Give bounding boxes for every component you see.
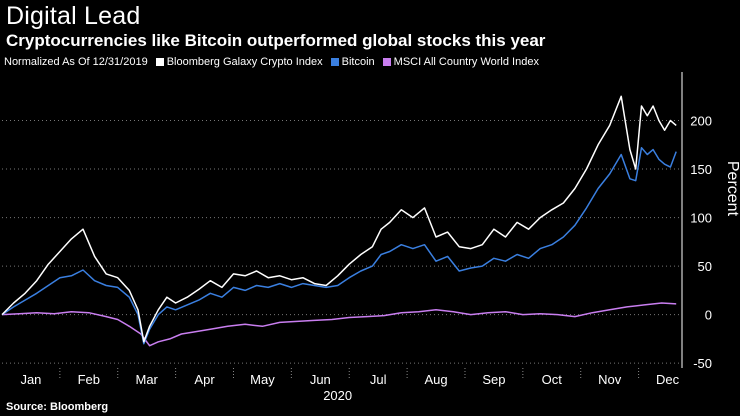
x-tick-label: May: [250, 372, 275, 387]
x-tick-label: Apr: [194, 372, 215, 387]
y-tick-label: 150: [690, 162, 712, 177]
x-tick-label: Dec: [656, 372, 680, 387]
legend-item-bitcoin: Bitcoin: [330, 56, 375, 68]
series-line-bitcoin: [1, 146, 677, 345]
x-axis-ticks: Jan Feb Mar Apr May Jun Jul Aug Sep Oct Nov Dec: [20, 372, 679, 387]
chart-subtitle: Cryptocurrencies like Bitcoin outperform…: [6, 31, 546, 50]
x-tick-label: Nov: [598, 372, 622, 387]
x-tick-label: Jun: [310, 372, 331, 387]
x-tick-label: Oct: [542, 372, 563, 387]
gridlines: [2, 72, 683, 378]
x-tick-label: Sep: [482, 372, 505, 387]
x-tick-label: Feb: [78, 372, 100, 387]
series-line-crypto-index: [1, 95, 677, 343]
legend-item-crypto-index: Bloomberg Galaxy Crypto Index: [155, 56, 323, 68]
legend-item-msci: MSCI All Country World Index: [382, 56, 539, 68]
x-tick-label: Jul: [370, 372, 387, 387]
x-tick-label: Mar: [135, 372, 158, 387]
legend-note: Normalized As Of 12/31/2019: [4, 56, 148, 68]
x-tick-label: Aug: [424, 372, 447, 387]
legend-label-msci: MSCI All Country World Index: [393, 56, 539, 68]
y-tick-label: 0: [705, 308, 712, 323]
y-tick-label: 50: [698, 259, 712, 274]
y-tick-label: -50: [693, 356, 712, 371]
y-tick-label: 100: [690, 211, 712, 226]
legend-swatch-crypto-index: [155, 58, 164, 66]
series-lines: [1, 95, 677, 347]
chart-title: Digital Lead: [6, 2, 141, 30]
x-axis-year-label: 2020: [323, 388, 352, 403]
legend-label-bitcoin: Bitcoin: [341, 56, 375, 68]
y-axis-title: Percent: [724, 161, 740, 217]
legend-label-crypto-index: Bloomberg Galaxy Crypto Index: [166, 56, 323, 68]
legend-swatch-bitcoin: [330, 58, 339, 66]
x-tick-label: Jan: [20, 372, 41, 387]
series-line-msci: [1, 302, 677, 347]
legend: Normalized As Of 12/31/2019 Bloomberg Ga…: [4, 56, 547, 68]
y-axis-ticks: -50 0 50 100 150 200: [690, 114, 712, 372]
source-note: Source: Bloomberg: [6, 401, 109, 413]
y-tick-label: 200: [690, 114, 712, 129]
legend-swatch-msci: [382, 58, 391, 66]
